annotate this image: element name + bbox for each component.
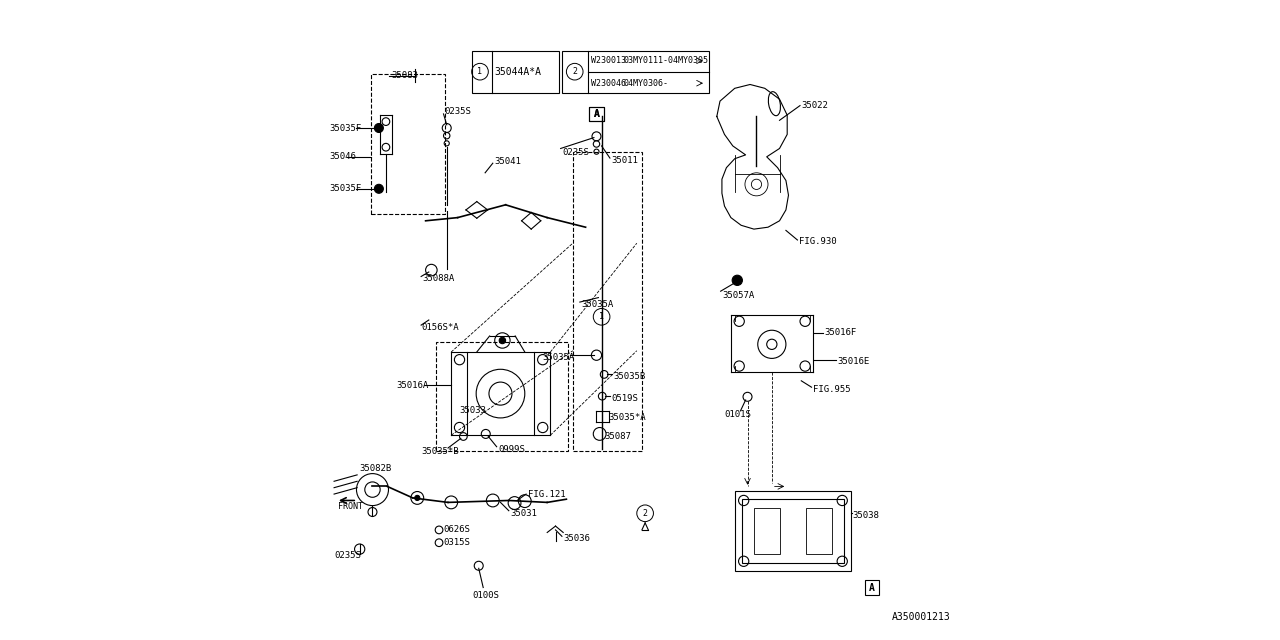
Text: 35035*A: 35035*A — [608, 413, 645, 422]
Text: 35046: 35046 — [329, 152, 356, 161]
Text: 35088A: 35088A — [422, 274, 454, 283]
Bar — [590, 107, 604, 121]
Bar — [371, 74, 445, 214]
Text: 35036: 35036 — [563, 534, 590, 543]
Text: 03MY0111-04MY0305: 03MY0111-04MY0305 — [625, 56, 709, 65]
Circle shape — [374, 184, 384, 193]
Text: 35038: 35038 — [852, 511, 879, 520]
Circle shape — [499, 337, 506, 344]
Text: 0235S: 0235S — [334, 551, 361, 560]
Text: 35057A: 35057A — [722, 291, 754, 300]
Text: 35044A*A: 35044A*A — [495, 67, 541, 77]
Text: 35033: 35033 — [460, 406, 486, 415]
Circle shape — [732, 275, 742, 285]
Bar — [562, 51, 709, 93]
Bar — [590, 107, 604, 121]
Text: 0235S: 0235S — [445, 107, 471, 116]
Text: 0235S: 0235S — [562, 148, 589, 157]
Text: FIG.121: FIG.121 — [529, 490, 566, 499]
Text: 35022: 35022 — [801, 101, 828, 110]
Text: 35016A: 35016A — [397, 381, 429, 390]
Bar — [735, 491, 851, 571]
Text: 35035A: 35035A — [581, 300, 613, 308]
Text: 1: 1 — [599, 312, 604, 321]
Text: 35041: 35041 — [494, 157, 521, 166]
Text: 35035A: 35035A — [543, 353, 575, 362]
Text: FIG.955: FIG.955 — [813, 385, 850, 394]
Text: A: A — [594, 109, 599, 119]
Text: 0156S*A: 0156S*A — [421, 323, 458, 332]
Bar — [865, 580, 879, 595]
Text: 0315S: 0315S — [443, 538, 470, 547]
Text: W230046: W230046 — [591, 79, 626, 88]
Text: A350001213: A350001213 — [892, 612, 950, 622]
Text: 2: 2 — [643, 509, 648, 518]
Text: 35031: 35031 — [511, 509, 538, 518]
Text: 04MY0306-: 04MY0306- — [625, 79, 669, 88]
Text: 35011: 35011 — [612, 156, 637, 164]
Text: 35016E: 35016E — [837, 357, 869, 366]
Text: 35035F: 35035F — [329, 184, 361, 193]
Text: 1: 1 — [477, 67, 483, 76]
Bar — [573, 152, 641, 451]
Text: 35035*B: 35035*B — [421, 447, 458, 456]
Text: 0100S: 0100S — [472, 591, 499, 600]
Text: 35087: 35087 — [604, 432, 631, 441]
Circle shape — [374, 124, 384, 132]
Text: 0626S: 0626S — [443, 525, 470, 534]
Text: FIG.930: FIG.930 — [799, 237, 836, 246]
Text: 0519S: 0519S — [612, 394, 637, 403]
Text: 35083: 35083 — [392, 71, 419, 80]
Bar — [754, 508, 780, 554]
Text: A: A — [869, 582, 874, 593]
Bar — [472, 51, 559, 93]
Text: 35035B: 35035B — [613, 372, 645, 381]
Bar — [742, 499, 844, 563]
Text: 2: 2 — [572, 67, 577, 76]
Text: W230013: W230013 — [591, 56, 626, 65]
Text: FRONT: FRONT — [338, 502, 364, 511]
Text: 0101S: 0101S — [724, 410, 751, 419]
Text: A: A — [594, 109, 599, 119]
Bar — [436, 342, 568, 451]
Circle shape — [415, 495, 420, 500]
Text: 35035F: 35035F — [329, 124, 361, 132]
Bar — [806, 508, 832, 554]
Text: 0999S: 0999S — [498, 445, 525, 454]
Text: 35016F: 35016F — [824, 328, 856, 337]
Text: 35082B: 35082B — [360, 464, 392, 473]
